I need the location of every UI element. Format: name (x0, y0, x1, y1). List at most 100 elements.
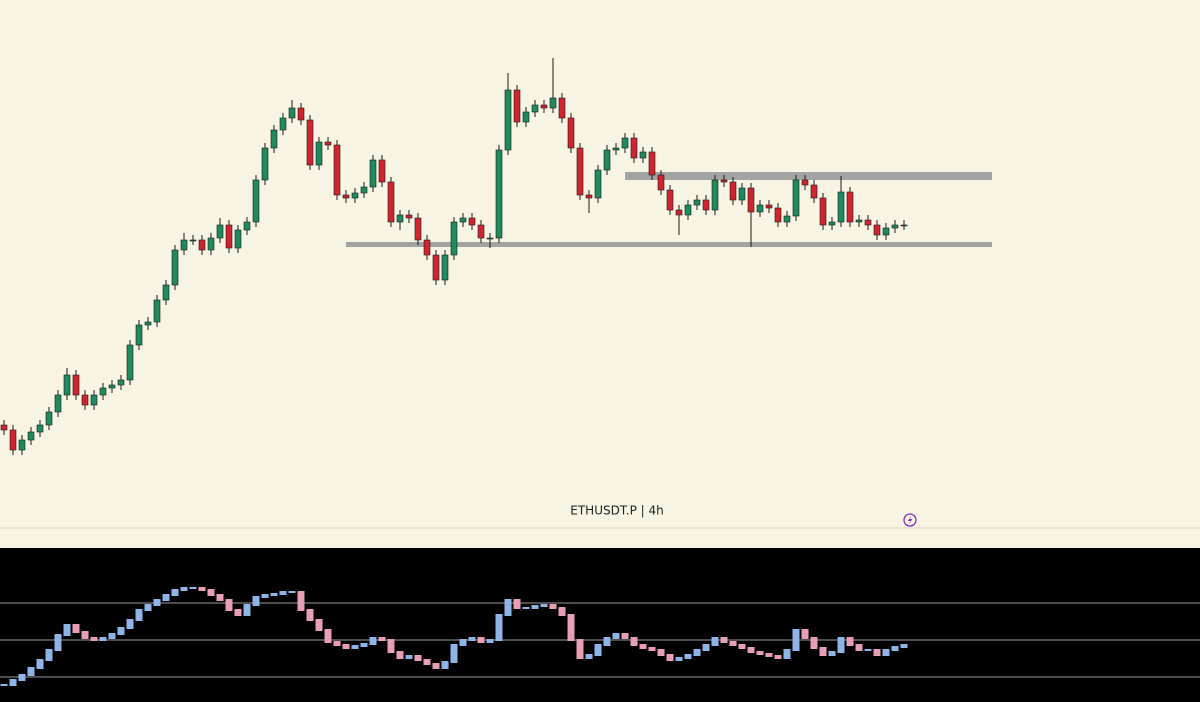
indicator-bar (729, 641, 737, 646)
candle-body (702, 199, 710, 211)
indicator-bar (594, 644, 602, 656)
candle-body (207, 237, 215, 251)
candle-body (693, 199, 701, 206)
candle-body (504, 89, 512, 151)
candle-body (747, 187, 755, 213)
indicator-bar (72, 624, 80, 633)
indicator-bar (81, 631, 89, 639)
candle-body (756, 204, 764, 213)
candle-body (783, 215, 791, 223)
candle-body (0, 424, 8, 431)
candle-body (828, 221, 836, 226)
candle-body (108, 384, 116, 389)
indicator-bar (369, 637, 377, 645)
main-pane (0, 0, 1200, 548)
indicator-bar (207, 589, 215, 596)
indicator-bar (702, 644, 710, 651)
candle-body (900, 224, 908, 227)
candle-body (324, 141, 332, 146)
indicator-bar (432, 663, 440, 669)
indicator-bar (819, 647, 827, 656)
candle-body (513, 89, 521, 123)
indicator-bar (450, 644, 458, 663)
indicator-bar (225, 599, 233, 611)
candle-body (810, 184, 818, 199)
candle-body (36, 424, 44, 433)
candle-body (522, 111, 530, 123)
indicator-bar (648, 647, 656, 651)
candle-body (72, 374, 80, 396)
candle-body (864, 219, 872, 226)
indicator-bar (297, 591, 305, 611)
indicator-bar (765, 653, 773, 657)
indicator-bar (720, 637, 728, 643)
indicator-bar (270, 593, 278, 596)
candle-body (594, 169, 602, 199)
candle-body (27, 431, 35, 441)
candle-body (63, 374, 71, 396)
candle-body (558, 97, 566, 119)
candle-body (153, 299, 161, 323)
indicator-bar (126, 619, 134, 629)
candle-body (684, 204, 692, 216)
indicator-bar (522, 607, 530, 609)
zone (346, 242, 992, 247)
indicator-bar (180, 587, 188, 591)
candle-body (54, 394, 62, 413)
indicator-bar (0, 684, 8, 686)
candle-body (99, 387, 107, 396)
indicator-bar (639, 644, 647, 649)
indicator-bar (108, 633, 116, 639)
alert-icon[interactable] (903, 513, 917, 527)
indicator-bar (36, 659, 44, 669)
indicator-bar (216, 594, 224, 601)
indicator-bar (810, 637, 818, 649)
indicator-bar (351, 645, 359, 649)
candle-body (738, 187, 746, 201)
indicator-bar (45, 649, 53, 661)
indicator-bar (63, 624, 71, 636)
indicator-bar (486, 639, 494, 643)
indicator-bar (891, 646, 899, 651)
symbol-label: ETHUSDT.P | 4h (570, 504, 663, 518)
candle-body (270, 129, 278, 149)
candle-body (171, 249, 179, 286)
indicator-bar (774, 655, 782, 659)
indicator-bar (612, 633, 620, 639)
indicator-bar (837, 637, 845, 653)
indicator-bar (657, 649, 665, 656)
indicator-bar (621, 633, 629, 639)
candle-body (90, 394, 98, 406)
indicator-pane (0, 548, 1200, 702)
indicator-bar (882, 649, 890, 656)
candle-body (45, 411, 53, 426)
candle-body (180, 239, 188, 251)
candle-body (315, 141, 323, 166)
candle-body (612, 147, 620, 151)
indicator-bar (747, 647, 755, 653)
candle-body (801, 179, 809, 186)
candle-body (468, 217, 476, 226)
indicator-bar (666, 654, 674, 661)
indicator-bar (549, 604, 557, 609)
indicator-bar (189, 587, 197, 589)
indicator-bar (603, 637, 611, 646)
candle-body (297, 107, 305, 121)
candle-body (234, 229, 242, 249)
indicator-bar (495, 614, 503, 641)
candle-body (144, 321, 152, 326)
candle-body (279, 117, 287, 131)
indicator-bar (900, 644, 908, 648)
candle-body (837, 191, 845, 223)
indicator-bar (504, 599, 512, 616)
indicator-bar (477, 637, 485, 643)
candle-body (135, 324, 143, 346)
candle-body (585, 194, 593, 199)
candle-body (486, 237, 494, 240)
indicator-bar (792, 629, 800, 651)
candle-body (603, 149, 611, 171)
indicator-bar (18, 674, 26, 681)
candle-body (711, 179, 719, 211)
indicator-bar (252, 596, 260, 606)
indicator-bar (360, 643, 368, 647)
